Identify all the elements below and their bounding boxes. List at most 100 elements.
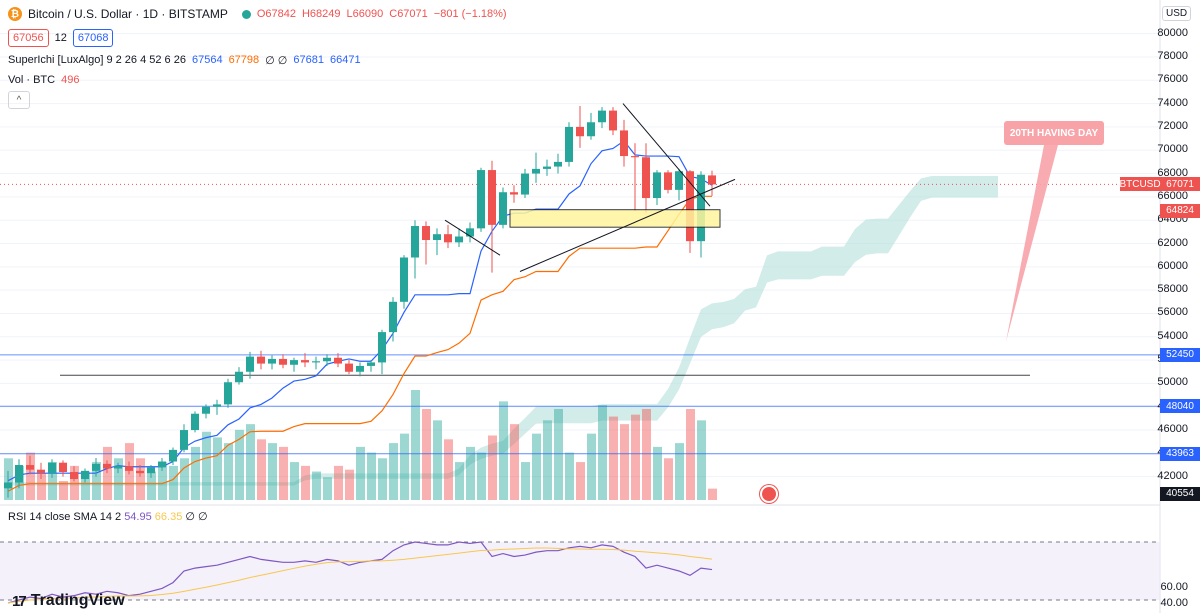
candle-body (136, 470, 144, 474)
candle-body (378, 332, 386, 363)
rsi-tick-label: 60.00 (1160, 581, 1188, 593)
candle-body (488, 170, 496, 225)
volume-bar (114, 458, 123, 500)
candle-body (675, 171, 683, 190)
candle-body (598, 110, 606, 123)
ichimoku-cloud (8, 175, 998, 486)
candle-body (4, 482, 12, 489)
rsi-extra: ∅ ∅ (185, 511, 208, 523)
volume-bar (477, 452, 486, 500)
volume-bar (37, 473, 46, 500)
having-day-annotation[interactable]: 20TH HAVING DAY (1004, 121, 1104, 145)
candle-body (268, 358, 276, 364)
price-tick-label: 42000 (1157, 469, 1188, 482)
tradingview-logo-icon: 17 (12, 592, 27, 610)
sell-button[interactable]: 67056 (8, 29, 49, 47)
price-badge: 52450 (1160, 347, 1200, 362)
price-tick-label: 72000 (1157, 119, 1188, 132)
candle-body (433, 234, 441, 241)
rsi-tick-label: 40.00 (1160, 597, 1188, 609)
support-zone (509, 209, 721, 228)
rsi-line (7, 541, 713, 604)
volume-bar (675, 443, 684, 500)
candle-body (499, 192, 507, 225)
rsi-legend[interactable]: RSI 14 close SMA 14 2 54.95 66.35 ∅ ∅ (8, 510, 208, 523)
price-tick-label: 80000 (1157, 26, 1188, 39)
buy-button[interactable]: 67068 (72, 29, 114, 47)
volume-bar (686, 408, 695, 500)
price-tick-label: 46000 (1157, 423, 1188, 436)
candle-body (345, 363, 353, 372)
volume-bar (180, 458, 189, 500)
superichi-value-4: 67681 (293, 54, 324, 66)
volume-bar (532, 433, 541, 500)
volume-bar (48, 462, 57, 500)
candle-body (202, 406, 210, 414)
ohlc-change: −801 (−1.18%) (433, 8, 507, 20)
volume-bar (510, 424, 519, 500)
volume-bar (565, 452, 574, 500)
price-tick-label: 62000 (1157, 236, 1188, 249)
economic-event-icon[interactable] (760, 485, 778, 503)
volume-bar (389, 443, 398, 500)
price-tick-label: 74000 (1157, 96, 1188, 109)
ohlc-low: L66090 (346, 8, 384, 20)
candle-body (510, 192, 518, 195)
price-tick-label: 66000 (1157, 189, 1188, 202)
candle-body (521, 173, 529, 195)
candle-body (59, 462, 67, 473)
candle-body (400, 257, 408, 302)
currency-selector[interactable]: USD (1162, 6, 1192, 21)
bitcoin-icon: ₿ (8, 7, 22, 21)
volume-bar (664, 458, 673, 500)
candle-body (642, 157, 650, 199)
rsi-sma-line (7, 547, 713, 604)
candle-body (356, 365, 364, 372)
rsi-value: 54.95 (124, 511, 152, 523)
candle-body (15, 465, 23, 483)
symbol-title[interactable]: Bitcoin / U.S. Dollar · 1D · BITSTAMP (28, 7, 228, 21)
candle-body (686, 171, 694, 242)
candle-body (389, 301, 397, 333)
collapse-legend-icon[interactable]: ^ (8, 91, 30, 109)
superichi-value-3: ∅ ∅ (265, 54, 288, 67)
volume-bar (422, 408, 431, 500)
price-badge: 48040 (1160, 399, 1200, 414)
volume-bar (444, 439, 453, 500)
candle-body (466, 228, 474, 237)
volume-bar (213, 437, 222, 500)
superichi-row[interactable]: SuperIchi [LuxAlgo] 9 2 26 4 52 6 26 675… (8, 50, 507, 70)
price-badge: 64824 (1160, 203, 1200, 218)
candle-body (708, 175, 716, 185)
chart-background (0, 0, 1160, 613)
candle-body (532, 168, 540, 174)
volume-bar (499, 401, 508, 500)
volume-bar (26, 452, 35, 500)
volume-bar (246, 424, 255, 500)
collapse-row: ^ (8, 90, 507, 110)
price-tick-label: 76000 (1157, 73, 1188, 86)
volume-bar (301, 465, 310, 500)
price-badge: 40554 (1160, 486, 1200, 501)
candle-body (334, 357, 342, 364)
tradingview-logo[interactable]: 17 TradingView (12, 592, 125, 610)
candle-body (367, 362, 375, 366)
candle-body (37, 469, 45, 474)
ohlc-open: O67842 (256, 8, 296, 20)
candle-body (411, 226, 419, 258)
candle-body (455, 236, 463, 243)
volume-bar (378, 458, 387, 500)
volume-bar (235, 429, 244, 500)
ohlc-close: C67071 (389, 8, 428, 20)
trend-line (622, 103, 711, 207)
volume-row[interactable]: Vol · BTC 496 (8, 70, 507, 90)
candle-body (697, 174, 705, 242)
volume-bar (367, 452, 376, 500)
volume-bar (92, 462, 101, 500)
candle-body (554, 161, 562, 167)
volume-bar (433, 420, 442, 500)
candle-body (609, 110, 617, 131)
candle-body (26, 465, 34, 470)
volume-bar (323, 477, 332, 500)
